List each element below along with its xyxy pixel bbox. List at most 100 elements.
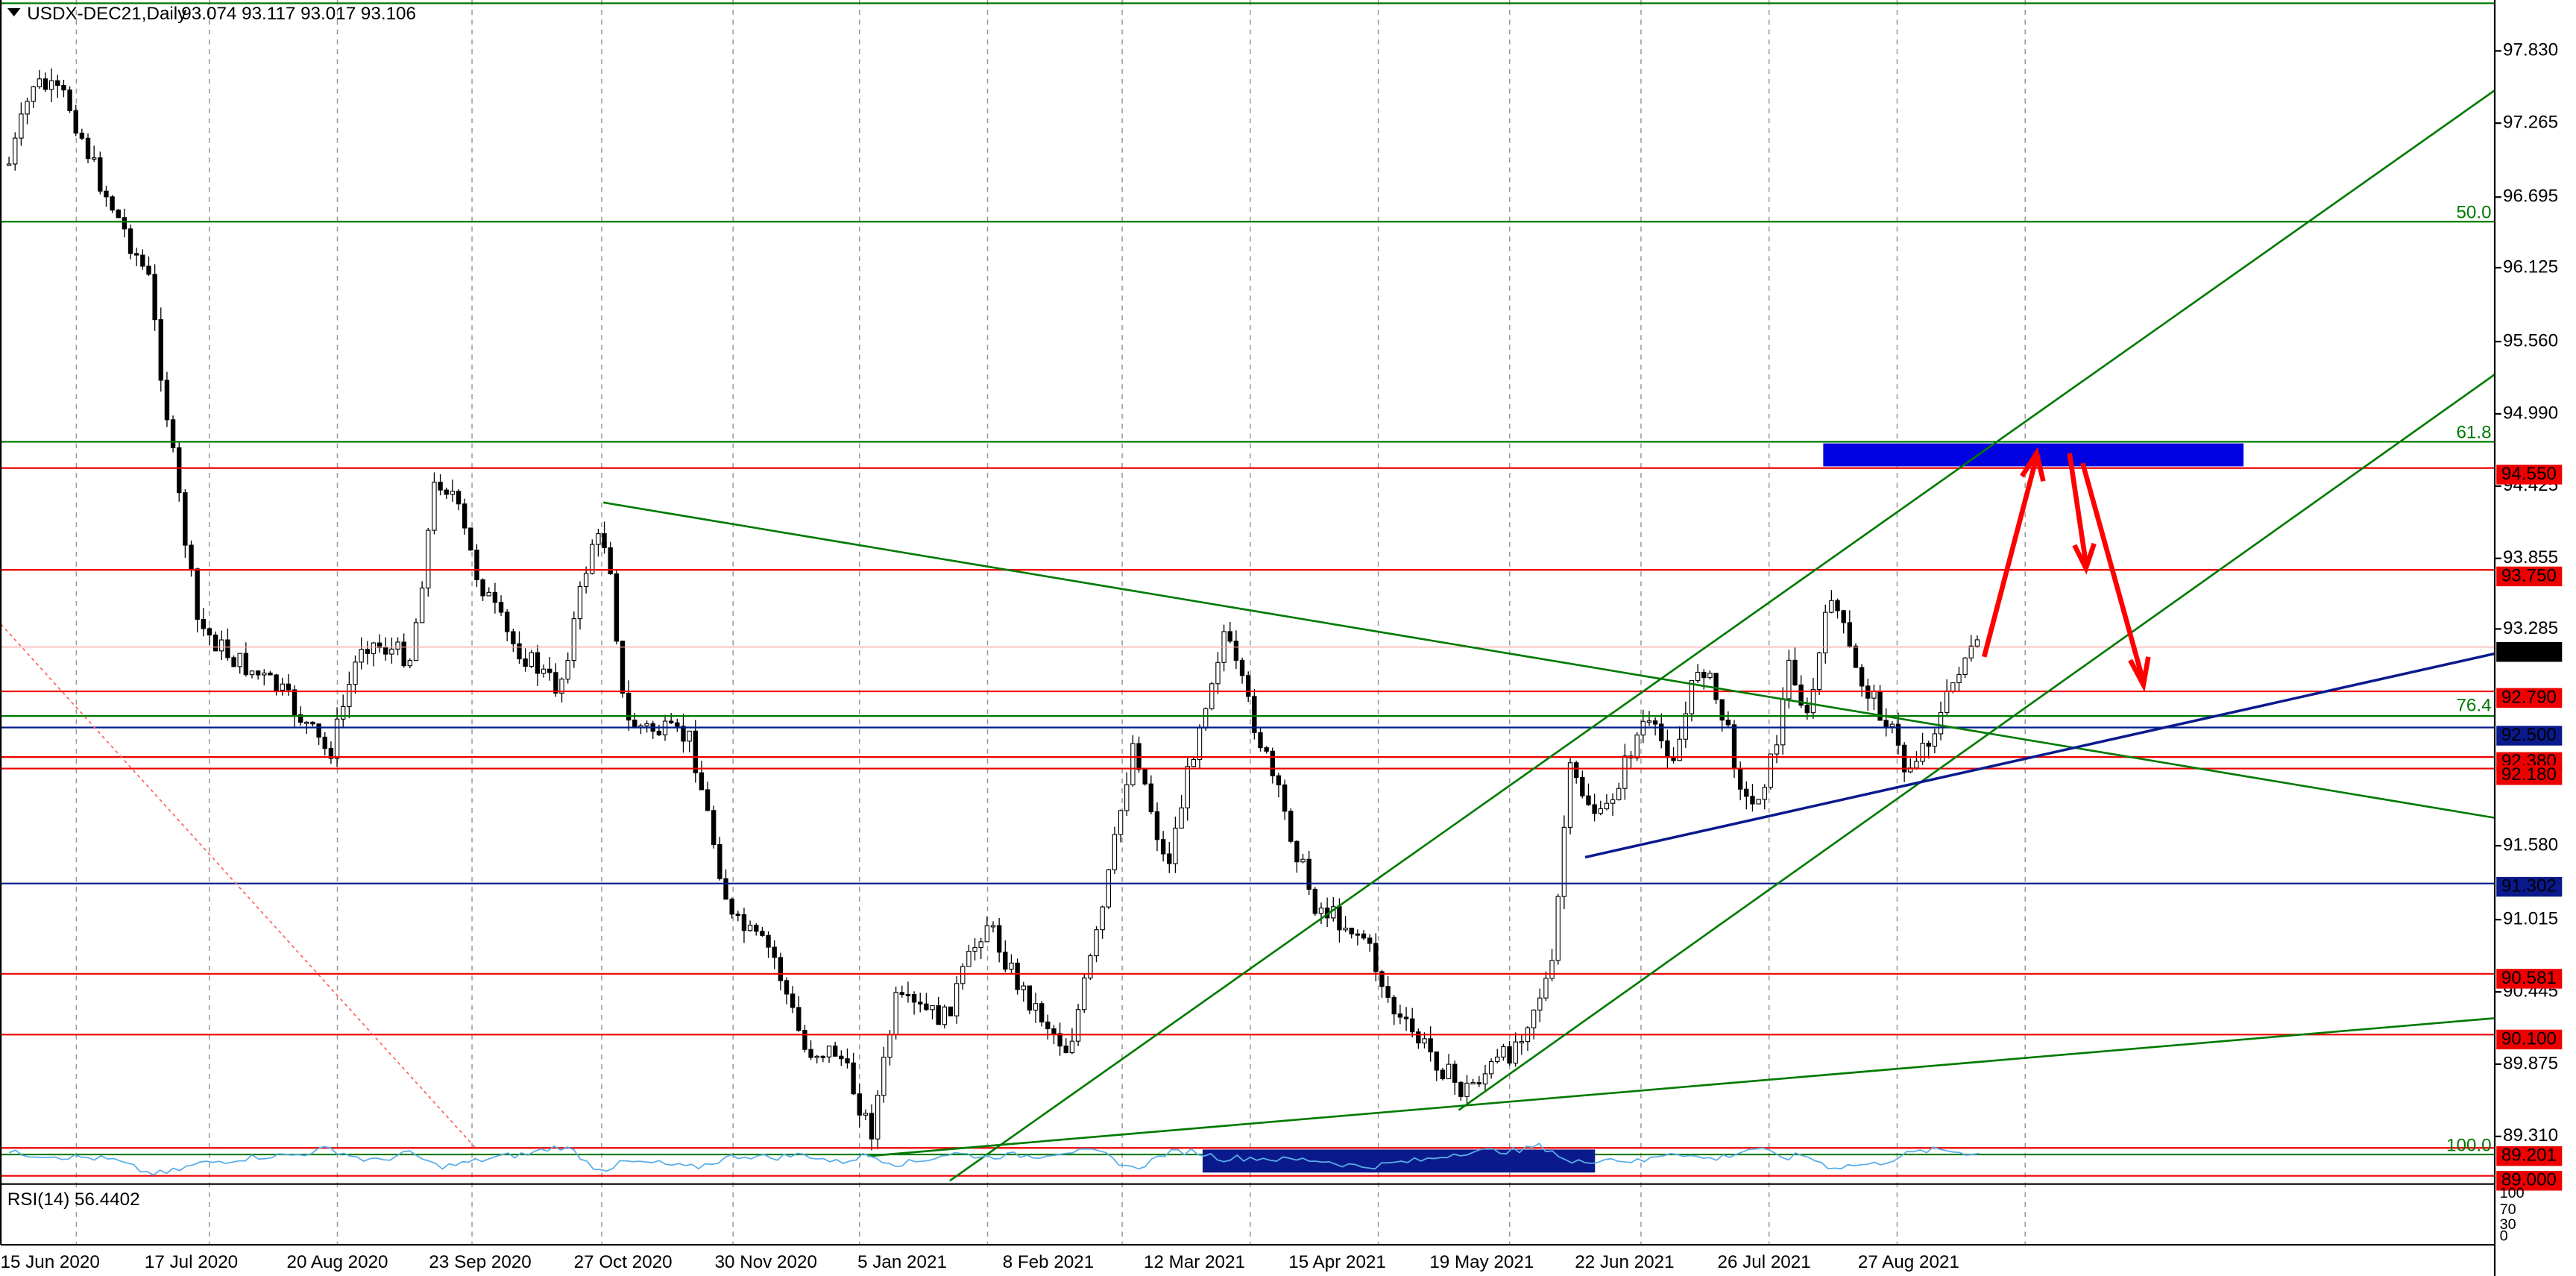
candle-body	[164, 380, 170, 421]
candle-body	[347, 684, 352, 707]
price-label: 97.830	[2503, 40, 2558, 60]
level-label: 91.302	[2501, 876, 2557, 896]
candle-body	[1428, 1038, 1433, 1053]
candle-body	[1057, 1033, 1062, 1047]
candle-body	[1367, 937, 1373, 944]
candle-body	[820, 1055, 826, 1058]
candle-body	[1901, 744, 1907, 773]
candle-body	[1962, 657, 1968, 676]
candle-body	[243, 653, 249, 676]
candle-body	[1762, 787, 1767, 800]
candle-body	[729, 899, 734, 915]
candle-body	[1003, 952, 1008, 970]
candle-body	[48, 80, 54, 90]
price-label: 91.015	[2503, 909, 2558, 929]
candle-body	[1191, 758, 1197, 767]
candle-body	[419, 587, 425, 623]
candle-body	[407, 660, 413, 667]
candle-body	[626, 692, 632, 721]
candle-body	[1130, 743, 1136, 785]
menu-icon	[7, 8, 21, 17]
candle-body	[1258, 732, 1263, 749]
candle-body	[541, 668, 547, 674]
rsi-axis-label: 0	[2500, 1228, 2508, 1244]
candle-body	[225, 639, 230, 659]
candle-body	[1598, 808, 1603, 814]
level-box	[2496, 642, 2563, 662]
candle-body	[517, 643, 522, 660]
level-box	[2496, 969, 2563, 989]
candle-body	[1701, 671, 1707, 679]
candle-body	[990, 925, 996, 928]
candle-body	[1403, 1016, 1409, 1019]
candle-body	[1160, 839, 1166, 855]
candle-body	[134, 253, 139, 256]
candle-body	[978, 941, 983, 949]
candle-body	[656, 730, 662, 735]
candle-body	[608, 547, 613, 574]
candle-body	[553, 672, 558, 694]
candle-body	[67, 89, 72, 111]
candle-body	[723, 878, 728, 900]
channel-line	[949, 89, 2495, 1182]
candle-body	[1355, 933, 1361, 936]
candle-body	[492, 591, 498, 603]
candle-body	[1106, 869, 1112, 908]
candle-body	[207, 628, 212, 636]
arrow-down	[2067, 453, 2097, 575]
candle-body	[826, 1046, 832, 1057]
candle-body	[195, 568, 200, 620]
candle-body	[547, 668, 552, 673]
candle-body	[778, 957, 784, 981]
candle-body	[1659, 723, 1664, 741]
candle-body	[1780, 698, 1786, 746]
candle-body	[1519, 1041, 1525, 1043]
candle-body	[577, 585, 583, 620]
candle-body	[760, 931, 765, 936]
candle-body	[304, 721, 309, 724]
candle-body	[681, 726, 686, 742]
candle-body	[389, 648, 394, 655]
candle-body	[377, 642, 382, 648]
candle-body	[1118, 810, 1124, 835]
candle-body	[887, 1034, 892, 1058]
candle-body	[1895, 723, 1901, 746]
candle-body	[1027, 985, 1033, 1011]
candle-body	[413, 622, 419, 661]
candle-body	[1950, 682, 1956, 692]
date-label: 17 Jul 2020	[145, 1252, 238, 1272]
candle-body	[1179, 807, 1184, 829]
price-label: 89.875	[2503, 1053, 2558, 1073]
candle-body	[1567, 762, 1573, 828]
candle-body	[1573, 762, 1579, 778]
candle-body	[468, 527, 473, 551]
candle-body	[1646, 720, 1652, 723]
candle-body	[73, 110, 78, 134]
candle-body	[322, 736, 327, 749]
candle-body	[42, 78, 48, 90]
candle-body	[444, 489, 449, 495]
candle-body	[1015, 962, 1020, 990]
fib-label: 61.8	[2456, 423, 2491, 443]
candle-body	[1610, 799, 1616, 804]
candle-body	[474, 550, 479, 580]
candle-body	[571, 618, 577, 661]
candle-body	[1488, 1060, 1494, 1075]
drawings	[0, 2, 2495, 1182]
candle-body	[1039, 1003, 1045, 1022]
candle-body	[668, 720, 674, 723]
candle-body	[948, 1006, 954, 1016]
candle-body	[1476, 1082, 1482, 1085]
candle-body	[1974, 639, 1980, 647]
candle-body	[262, 672, 267, 676]
grid	[75, 0, 2026, 1245]
candle-body	[644, 723, 649, 726]
candle-body	[1944, 690, 1950, 713]
price-label: 94.990	[2503, 403, 2558, 423]
candles	[6, 68, 1980, 1151]
candle-body	[1707, 673, 1713, 679]
candle-body	[620, 641, 626, 694]
candle-body	[796, 1007, 802, 1031]
candle-body	[85, 137, 91, 160]
candle-body	[480, 579, 485, 597]
